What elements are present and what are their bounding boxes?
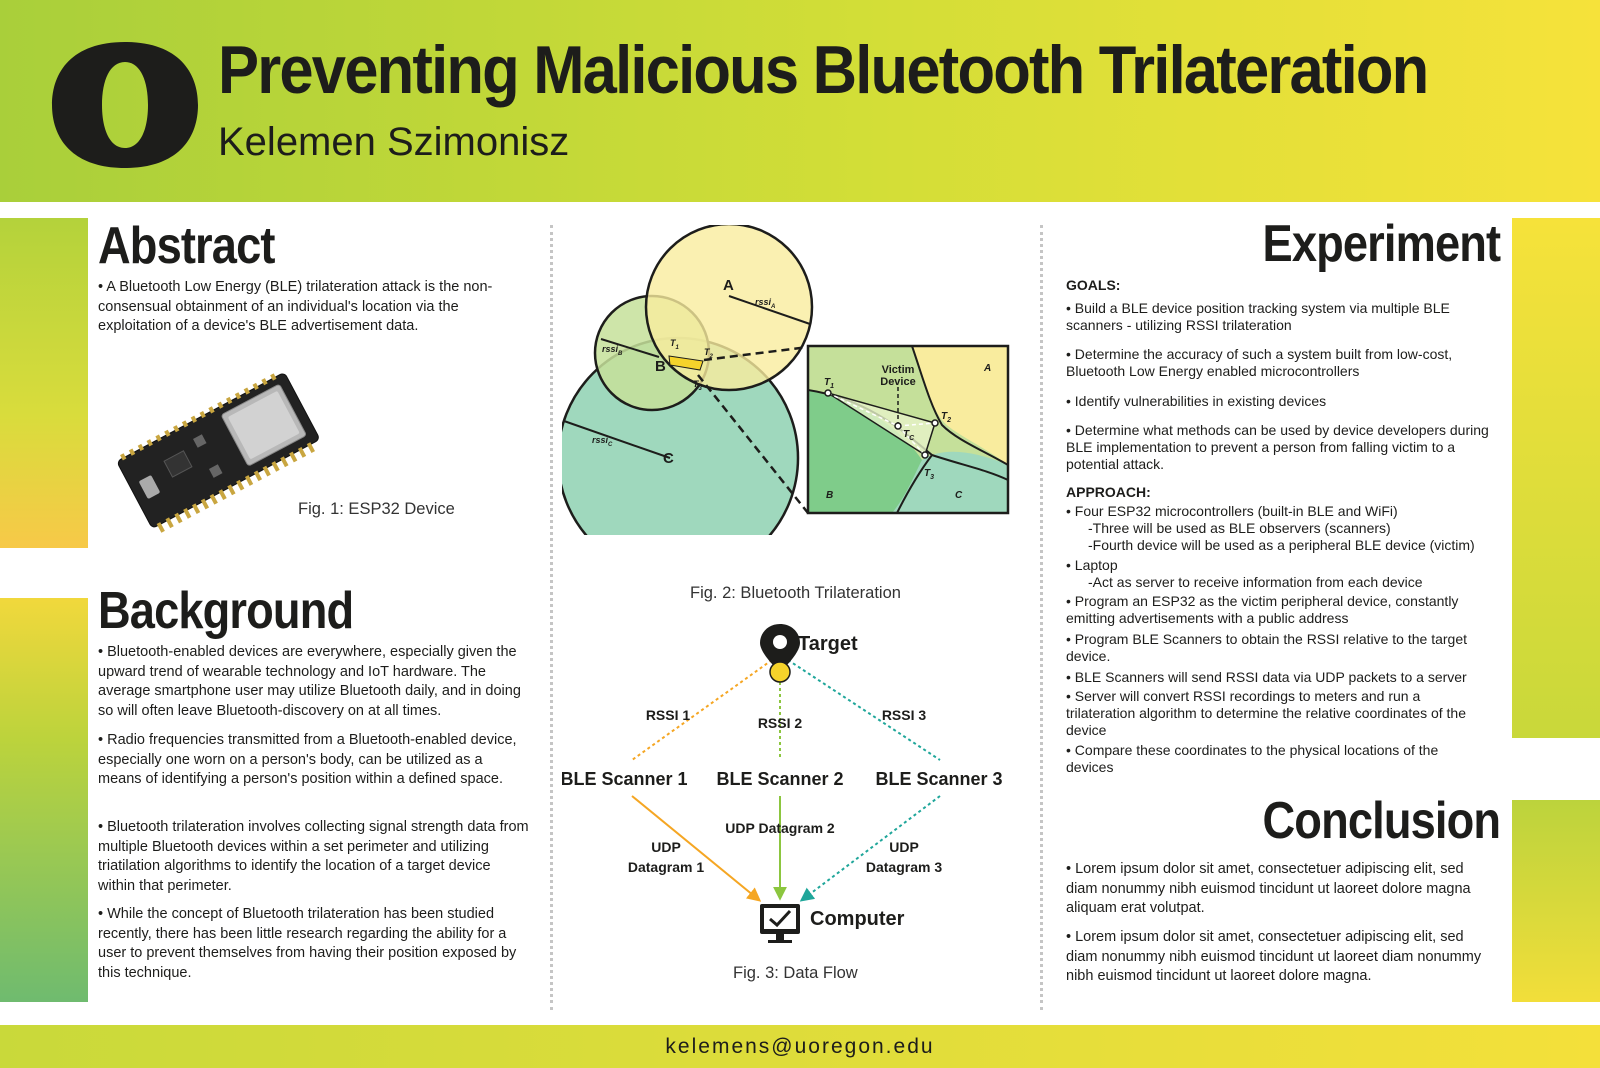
ble-scanner-1-label: BLE Scanner 1: [562, 769, 688, 789]
approach-item-4: • Laptop: [1066, 557, 1118, 573]
ble-scanner-2-label: BLE Scanner 2: [716, 769, 843, 789]
right-strip-top: [1512, 218, 1600, 738]
fig2-caption: Fig. 2: Bluetooth Trilateration: [690, 584, 901, 602]
approach-item-1: • Four ESP32 microcontrollers (built-in …: [1066, 503, 1398, 519]
background-paragraph-2: • Radio frequencies transmitted from a B…: [98, 732, 517, 787]
approach-item-9: • Server will convert RSSI recordings to…: [1066, 688, 1466, 738]
svg-text:TC: TC: [903, 429, 915, 442]
approach-item-2: -Three will be used as BLE observers (sc…: [1088, 520, 1391, 536]
label-a: A: [723, 277, 734, 294]
esp32-board-image: [117, 373, 319, 533]
svg-text:rssiC: rssiC: [592, 435, 613, 448]
abstract-text: • A Bluetooth Low Energy (BLE) trilatera…: [98, 279, 493, 334]
location-pin-icon: [760, 624, 800, 683]
data-flow-diagram: Target RSSI 1 RSSI 2 RSSI 3 BLE Scanner …: [562, 624, 1003, 943]
computer-monitor-icon: [760, 904, 800, 943]
svg-text:rssiA: rssiA: [755, 297, 775, 310]
udp-3-label-line1: UDP: [889, 839, 919, 855]
goal-3: • Identify vulnerabilities in existing d…: [1066, 393, 1327, 409]
fig1-caption: Fig. 1: ESP32 Device: [298, 500, 455, 518]
label-c: C: [663, 450, 674, 467]
udp-1-label-line1: UDP: [651, 839, 681, 855]
footer-banner: [0, 1025, 1600, 1068]
poster-title: Preventing Malicious Bluetooth Trilatera…: [218, 32, 1429, 108]
goal-4: • Determine what methods can be used by …: [1066, 422, 1489, 472]
svg-text:T3: T3: [693, 379, 703, 392]
udp-1-label-line2: Datagram 1: [628, 859, 704, 875]
udp-2-label: UDP Datagram 2: [725, 820, 835, 836]
svg-text:C: C: [955, 490, 963, 501]
goals-label: GOALS:: [1066, 277, 1121, 293]
svg-text:T2: T2: [704, 347, 714, 360]
rssi-3-label: RSSI 3: [882, 707, 927, 723]
svg-text:B: B: [826, 490, 833, 501]
label-b: B: [655, 358, 666, 375]
rssi-2-label: RSSI 2: [758, 715, 803, 731]
header-banner: [0, 0, 1600, 202]
background-heading: Background: [98, 582, 354, 640]
victim-device-label-2: Device: [880, 376, 915, 388]
svg-text:A: A: [983, 363, 991, 374]
author-name: Kelemen Szimonisz: [218, 120, 570, 164]
background-paragraph-3: • Bluetooth trilateration involves colle…: [98, 819, 529, 894]
left-strip-bottom: [0, 598, 88, 1002]
conclusion-paragraph-1: • Lorem ipsum dolor sit amet, consectetu…: [1066, 861, 1471, 916]
approach-item-8: • BLE Scanners will send RSSI data via U…: [1066, 669, 1467, 685]
column-divider-right: [1040, 225, 1043, 1010]
left-strip-top: [0, 218, 88, 548]
conclusion-heading: Conclusion: [1262, 792, 1500, 850]
approach-item-10: • Compare these coordinates to the physi…: [1066, 742, 1439, 775]
trilateration-diagram: A B C rssiA rssiB rssiC T1 T2 T3 Victim …: [562, 225, 1010, 535]
conclusion-paragraph-2: • Lorem ipsum dolor sit amet, consectetu…: [1066, 929, 1482, 984]
contact-email[interactable]: kelemens@uoregon.edu: [665, 1035, 935, 1058]
target-label: Target: [798, 633, 858, 655]
approach-item-5: -Act as server to receive information fr…: [1088, 574, 1423, 590]
ble-scanner-3-label: BLE Scanner 3: [875, 769, 1002, 789]
svg-text:T3: T3: [924, 468, 934, 481]
computer-label: Computer: [810, 908, 905, 930]
victim-device-label-1: Victim: [882, 364, 915, 376]
background-paragraph-1: • Bluetooth-enabled devices are everywhe…: [98, 644, 521, 719]
column-divider-left: [550, 225, 553, 1010]
svg-text:rssiB: rssiB: [602, 344, 623, 357]
approach-item-3: -Fourth device will be used as a periphe…: [1088, 537, 1475, 553]
goal-2: • Determine the accuracy of such a syste…: [1066, 346, 1453, 379]
approach-item-7: • Program BLE Scanners to obtain the RSS…: [1066, 631, 1468, 664]
approach-label: APPROACH:: [1066, 484, 1151, 500]
uoregon-o-logo: [52, 42, 198, 168]
background-paragraph-4: • While the concept of Bluetooth trilate…: [98, 906, 517, 981]
svg-text:T1: T1: [824, 377, 834, 390]
udp-3-label-line2: Datagram 3: [866, 859, 942, 875]
approach-item-6: • Program an ESP32 as the victim periphe…: [1066, 593, 1459, 626]
right-strip-bottom: [1512, 800, 1600, 1002]
goal-1: • Build a BLE device position tracking s…: [1066, 300, 1450, 333]
svg-text:T1: T1: [670, 338, 680, 351]
rssi-1-label: RSSI 1: [646, 707, 691, 723]
fig3-caption: Fig. 3: Data Flow: [733, 964, 858, 982]
svg-text:T2: T2: [941, 411, 951, 424]
experiment-heading: Experiment: [1262, 215, 1501, 273]
abstract-heading: Abstract: [98, 217, 275, 275]
